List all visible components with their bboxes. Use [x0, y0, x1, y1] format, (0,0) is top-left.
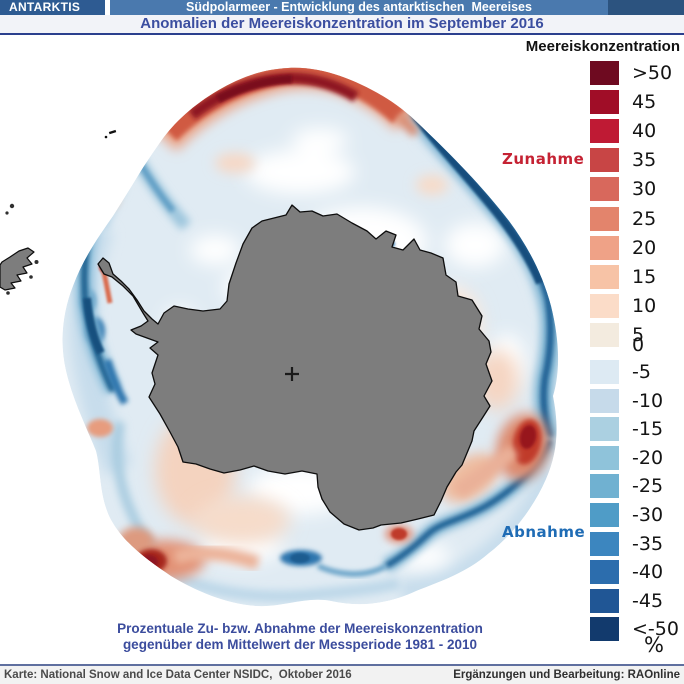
- legend-entry: <-50: [590, 617, 679, 642]
- legend-swatch: [590, 61, 619, 85]
- legend-entry: 0: [590, 333, 644, 357]
- legend-swatch: [590, 388, 619, 413]
- legend-entry: -25: [590, 474, 664, 499]
- south-pole-marker: [285, 367, 299, 381]
- legend-value-label: 0: [632, 334, 645, 356]
- antarctica-landmass: [0, 129, 493, 531]
- legend-value-label: 25: [632, 207, 657, 230]
- legend-entry: -10: [590, 388, 664, 413]
- main-title: Südpolarmeer - Entwicklung des antarktis…: [110, 0, 608, 15]
- legend-entry: 20: [590, 235, 657, 260]
- legend-value-label: -45: [632, 589, 664, 612]
- legend-value-label: 40: [632, 120, 657, 143]
- caption-line2: gegenüber dem Mittelwert der Messperiode…: [122, 636, 478, 652]
- header-end-segment: [608, 0, 684, 15]
- legend-entry: 35: [590, 148, 657, 173]
- legend-swatch: [590, 148, 619, 173]
- legend-entry: >50: [590, 61, 672, 85]
- footer-bar: Karte: National Snow and Ice Data Center…: [0, 664, 684, 684]
- islands-outline: [0, 247, 35, 291]
- legend-swatch: [590, 445, 619, 470]
- map-caption: Prozentuale Zu- bzw. Abnahme der Meereis…: [30, 621, 570, 652]
- legend-swatch: [590, 119, 619, 144]
- legend-entry: -5: [590, 360, 651, 384]
- legend-value-label: 45: [632, 91, 657, 114]
- legend-swatch: [590, 360, 619, 384]
- legend-value-label: -20: [632, 446, 664, 469]
- legend-entry: 5: [590, 322, 645, 347]
- legend-value-label: -25: [632, 475, 664, 498]
- legend-swatch: [590, 293, 619, 318]
- legend-value-label: -35: [632, 532, 664, 555]
- region-tag: ANTARKTIS: [0, 0, 105, 15]
- legend-value-label: 10: [632, 294, 657, 317]
- legend-value-label: 30: [632, 178, 657, 201]
- legend-entry: -35: [590, 531, 664, 556]
- legend-swatch: [590, 90, 619, 115]
- small-islands: [5, 129, 117, 295]
- legend-swatch: [590, 206, 619, 231]
- footer-credit: Ergänzungen und Bearbeitung: RAOnline: [453, 669, 680, 681]
- caption-line1: Prozentuale Zu- bzw. Abnahme der Meereis…: [117, 621, 483, 636]
- legend-swatch: [590, 417, 619, 442]
- legend-value-label: 35: [632, 149, 657, 172]
- legend-entry: -30: [590, 503, 663, 527]
- subtitle-bar: Anomalien der Meereiskonzentration im Se…: [0, 15, 684, 35]
- legend-value-label: -5: [632, 361, 651, 383]
- legend-value-label: 20: [632, 236, 657, 259]
- legend-entry: -15: [590, 417, 664, 442]
- legend-swatch: [590, 235, 619, 260]
- legend-swatch: [590, 588, 619, 613]
- legend-value-label: <-50: [632, 618, 679, 641]
- legend-entry: -45: [590, 588, 664, 613]
- legend-title: Meereiskonzentration: [525, 38, 680, 55]
- legend-value-label: -40: [632, 561, 664, 584]
- legend-swatch: [590, 322, 619, 347]
- legend-swatch: [590, 474, 619, 499]
- legend-entry: 15: [590, 264, 657, 289]
- footer-source: Karte: National Snow and Ice Data Center…: [4, 669, 352, 681]
- legend-swatch: [590, 264, 619, 289]
- legend-entry: -20: [590, 445, 664, 470]
- header-gap: [105, 0, 110, 15]
- antarctica-outline: [97, 204, 493, 531]
- legend-value-label: -15: [632, 418, 664, 441]
- legend-entry: 40: [590, 119, 657, 144]
- legend-swatch: [590, 560, 619, 585]
- legend-entry: 25: [590, 206, 657, 231]
- legend-swatch: [590, 531, 619, 556]
- legend-value-label: >50: [632, 62, 673, 84]
- legend-entry: 45: [590, 90, 657, 115]
- legend-swatch: [590, 617, 619, 642]
- legend-value-label: 5: [632, 323, 645, 346]
- legend-swatch: [590, 503, 619, 527]
- legend-entry: 30: [590, 177, 657, 202]
- legend-entry: -40: [590, 560, 664, 585]
- legend-value-label: -30: [632, 504, 664, 526]
- legend-swatch: [590, 177, 619, 202]
- legend-unit-label: %: [644, 633, 664, 657]
- header-bar: ANTARKTIS Südpolarmeer - Entwicklung des…: [0, 0, 684, 15]
- legend-entry: 10: [590, 293, 657, 318]
- legend-value-label: -10: [632, 389, 664, 412]
- increase-label: Zunahme: [502, 150, 585, 168]
- decrease-label: Abnahme: [502, 523, 586, 541]
- legend-value-label: 15: [632, 265, 657, 288]
